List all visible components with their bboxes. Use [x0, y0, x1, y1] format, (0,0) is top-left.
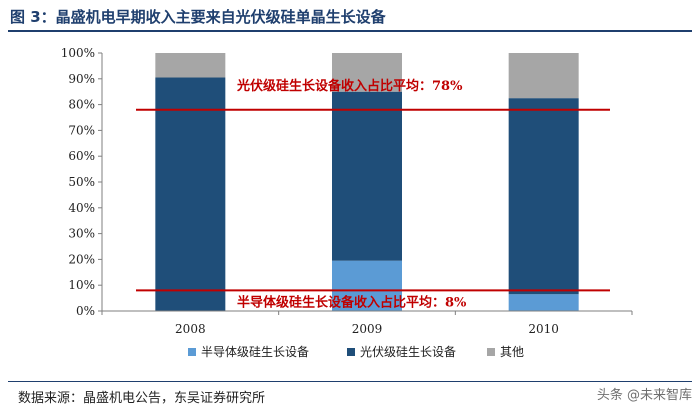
bar-segment-2008-s2	[155, 53, 226, 78]
average-label-0: 光伏级硅生长设备收入占比平均：78%	[236, 78, 463, 94]
y-tick-label: 20%	[68, 252, 95, 266]
bar-segment-2009-s0	[332, 260, 402, 311]
legend-swatch-2	[487, 348, 495, 356]
y-tick-label: 70%	[68, 123, 95, 137]
legend-swatch-0	[188, 348, 196, 356]
bar-segment-2009-s2	[332, 53, 402, 92]
x-tick-label: 2008	[175, 322, 206, 336]
y-tick-label: 100%	[61, 46, 95, 60]
y-tick-label: 60%	[68, 149, 95, 163]
legend-label-1: 光伏级硅生长设备	[360, 345, 456, 359]
bars	[155, 53, 579, 311]
figure-title: 图 3：晶盛机电早期收入主要来自光伏级硅单晶生长设备	[10, 8, 386, 26]
y-tick-label: 30%	[68, 227, 95, 241]
legend-label-0: 半导体级硅生长设备	[201, 345, 309, 359]
average-label-1: 半导体级硅生长设备收入占比平均：8%	[237, 294, 467, 310]
bar-segment-2010-s2	[508, 53, 579, 99]
legend-label-2: 其他	[500, 345, 524, 359]
bar-segment-2010-s1	[508, 98, 579, 295]
bar-segment-2008-s1	[155, 77, 226, 311]
source-note: 数据来源：晶盛机电公告，东吴证券研究所	[18, 391, 266, 406]
title-rule	[8, 30, 692, 32]
y-axis: 0% 10% 20% 30% 40% 50% 60% 70% 80% 90% 100%	[61, 46, 103, 318]
y-tick-label: 80%	[68, 98, 95, 112]
stacked-bar-chart: 0%10%20%30%40%50%60%70%80%90%100% 2008 20…	[61, 46, 633, 359]
y-tick-label: 90%	[68, 72, 95, 86]
y-tick-label: 0%	[76, 304, 95, 318]
legend-swatch-1	[347, 348, 355, 356]
bar-segment-2009-s1	[332, 91, 402, 261]
watermark: 头条 @未来智库	[596, 388, 692, 403]
y-tick-label: 40%	[68, 201, 95, 215]
y-tick-label: 50%	[68, 175, 95, 189]
bar-segment-2010-s0	[508, 294, 579, 311]
legend: 半导体级硅生长设备 光伏级硅生长设备 其他	[188, 345, 524, 359]
x-axis: 2008 2009 2010	[101, 310, 633, 336]
x-tick-label: 2010	[528, 322, 559, 336]
annotations: 光伏级硅生长设备收入占比平均：78% 半导体级硅生长设备收入占比平均：8%	[136, 78, 610, 310]
x-tick-label: 2009	[352, 322, 383, 336]
source-rule	[8, 381, 692, 382]
y-tick-label: 10%	[68, 278, 95, 292]
